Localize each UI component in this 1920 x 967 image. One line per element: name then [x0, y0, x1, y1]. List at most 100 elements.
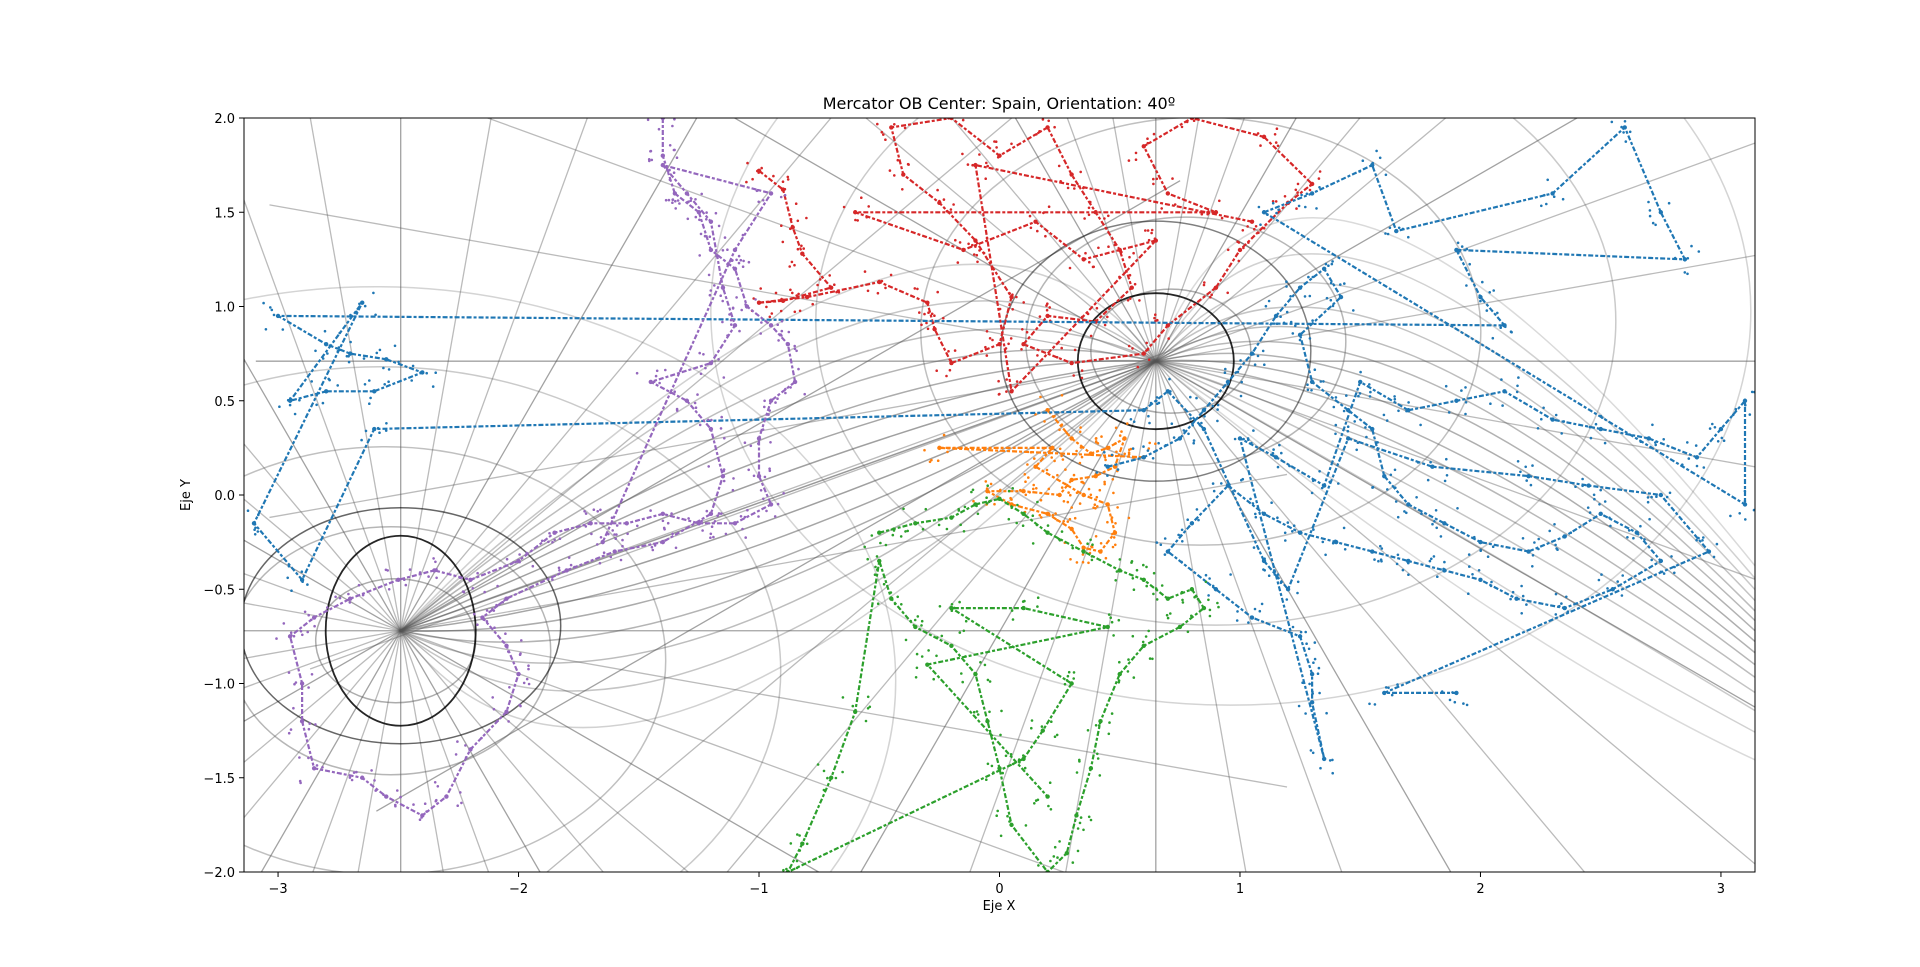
data-point-detail	[360, 438, 363, 442]
data-point-detail	[1297, 704, 1301, 708]
data-point-detail	[793, 379, 796, 383]
data-point-detail	[1045, 468, 1049, 472]
data-point-detail	[1465, 703, 1469, 707]
data-point	[1050, 445, 1055, 451]
data-point-detail	[712, 535, 715, 539]
data-point-detail	[1509, 597, 1512, 601]
data-point-detail	[964, 655, 967, 658]
data-point-detail	[1000, 709, 1003, 713]
data-point-detail	[1460, 389, 1463, 392]
data-point-detail	[1443, 479, 1447, 483]
data-point-detail	[1220, 216, 1224, 220]
pole-ray	[400, 473, 1288, 632]
data-point-detail	[942, 433, 946, 437]
data-point-detail	[1043, 420, 1046, 423]
data-point-detail	[723, 436, 726, 440]
pole-circles	[244, 220, 1312, 745]
data-point-detail	[483, 590, 487, 594]
data-point-detail	[394, 803, 397, 807]
data-point	[901, 172, 906, 177]
data-point-detail	[746, 161, 749, 165]
data-point-detail	[1141, 640, 1145, 644]
data-point-detail	[289, 397, 292, 400]
data-point-detail	[709, 289, 713, 292]
data-point-detail	[1396, 553, 1400, 557]
data-point-detail	[1046, 524, 1050, 527]
data-point	[1105, 502, 1110, 507]
parallel-line	[244, 446, 667, 872]
data-point-detail	[1322, 380, 1325, 383]
data-point-detail	[464, 744, 467, 747]
data-point-detail	[1504, 325, 1507, 329]
data-point-detail	[1554, 613, 1558, 616]
data-point-detail	[791, 291, 794, 295]
data-point-detail	[999, 834, 1003, 838]
data-point-detail	[1562, 420, 1566, 423]
data-point-detail	[1371, 486, 1374, 489]
pole-ray	[1155, 360, 1755, 708]
data-point-detail	[826, 776, 829, 780]
data-point	[973, 671, 978, 677]
data-point-detail	[1334, 423, 1338, 427]
data-point-detail	[1076, 827, 1080, 830]
data-point-detail	[1128, 273, 1132, 277]
data-point-detail	[985, 354, 989, 357]
data-point	[1033, 464, 1038, 469]
data-point-detail	[418, 818, 422, 821]
data-point-detail	[976, 512, 980, 516]
data-point-detail	[920, 619, 924, 623]
data-point-detail	[1252, 352, 1255, 356]
data-point-detail	[1716, 440, 1720, 443]
data-point-detail	[991, 338, 994, 342]
data-point-detail	[1110, 620, 1114, 624]
data-point-detail	[382, 366, 385, 370]
data-point-detail	[1103, 456, 1107, 459]
y-tick-label: 2.0	[214, 112, 235, 127]
data-point-detail	[1058, 428, 1061, 432]
data-point-detail	[1519, 470, 1522, 474]
data-point-detail	[1537, 547, 1540, 551]
data-point	[1165, 596, 1171, 601]
data-point-detail	[1103, 482, 1106, 486]
data-point-detail	[757, 200, 760, 204]
data-point-detail	[1089, 334, 1093, 338]
data-point-detail	[1129, 447, 1133, 451]
data-point-detail	[1308, 337, 1312, 340]
data-point-detail	[709, 536, 712, 539]
pole-ray	[1155, 360, 1755, 580]
data-point-detail	[1686, 441, 1689, 444]
data-point-detail	[985, 496, 988, 500]
data-point-detail	[1569, 531, 1573, 534]
data-point-detail	[1352, 309, 1355, 312]
data-point-detail	[986, 164, 989, 168]
data-point-detail	[828, 274, 831, 277]
data-point-detail	[1015, 521, 1018, 525]
data-point-detail	[1686, 272, 1689, 276]
data-point-detail	[355, 770, 358, 774]
data-point	[1249, 219, 1255, 224]
pole-ray	[269, 360, 1156, 519]
data-point-detail	[995, 814, 998, 817]
data-point-detail	[1109, 616, 1112, 619]
data-point-detail	[789, 386, 792, 389]
data-point	[1201, 426, 1207, 432]
data-point-detail	[796, 833, 799, 836]
data-point-detail	[1007, 489, 1011, 493]
data-point-detail	[1127, 451, 1131, 454]
data-point-detail	[1639, 524, 1642, 528]
data-point-detail	[1106, 315, 1109, 319]
data-point-detail	[1285, 598, 1289, 601]
series-1	[923, 394, 1157, 565]
data-point-detail	[264, 328, 268, 331]
data-point-detail	[1113, 243, 1117, 247]
data-point-detail	[937, 523, 941, 527]
data-point-detail	[1380, 547, 1384, 550]
data-point-detail	[301, 580, 304, 583]
data-point-detail	[926, 327, 930, 331]
data-point-detail	[902, 507, 905, 511]
data-point-detail	[985, 330, 989, 333]
data-point-detail	[540, 539, 544, 543]
data-point	[756, 300, 762, 305]
data-point-detail	[1702, 466, 1706, 469]
parallel-line	[244, 366, 782, 872]
